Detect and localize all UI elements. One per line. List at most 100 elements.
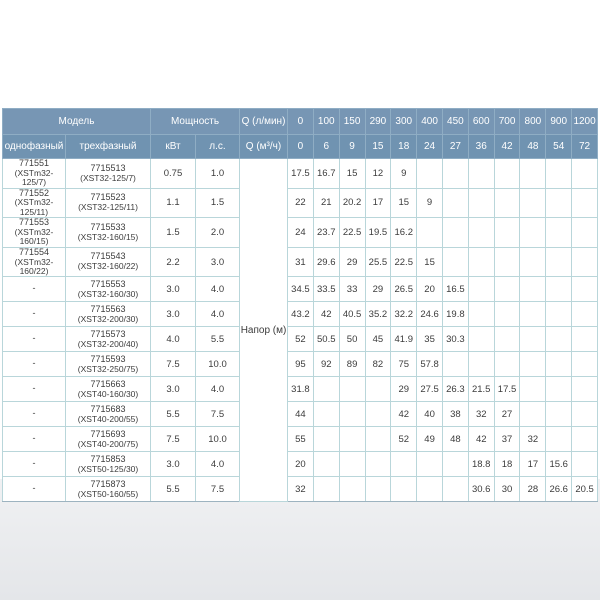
head-value-cell [571,301,598,328]
model-code: 7715523 [90,192,126,203]
three-phase-cell: 7715693 (XST40-200/75) [65,426,151,453]
head-value-cell: 33 [338,276,366,303]
model-code: 7715853 [90,453,126,464]
model-designation: (XST32-160/30) [77,288,139,299]
head-value-cell: 20.2 [338,187,366,219]
head-value-cell: 35 [416,326,443,353]
head-value-cell [571,246,598,278]
model-designation: (XST32-125/11) [78,202,138,213]
head-value-cell [312,376,340,403]
flow-lmin-value: 300 [390,108,418,135]
head-value-cell: 89 [338,351,366,378]
table-row: -7715563 (XST32-200/30) 3.0 4.0 43.2 42 40.5 35… [2,301,598,328]
head-value-cell: 30.3 [441,326,469,353]
flow-m3h-value: 72 [571,134,598,159]
head-value-cell: 16.7 [312,158,340,189]
flow-m3h-value: 6 [312,134,340,159]
head-value-cell: 17.5 [287,158,314,189]
flow-m3h-value: 54 [545,134,573,159]
single-phase-cell: - [2,426,66,453]
head-value-cell [571,451,598,478]
model-code: 7715593 [90,353,126,364]
head-value-cell: 28 [519,476,547,503]
head-value-cell [338,451,366,478]
three-phase-cell: 7715533 (XST32-160/15) [65,217,151,248]
head-value-cell: 31 [287,246,314,278]
head-value-cell [571,276,598,303]
head-value-cell: 45 [364,326,392,353]
head-value-cell: 26.3 [441,376,469,403]
head-value-cell [545,301,573,328]
three-phase-cell: 7715873 (XST50-160/55) [65,476,151,503]
head-value-cell [390,451,418,478]
model-designation: (XST40-200/55) [77,413,139,424]
model-designation: (XST32-250/75) [77,363,139,374]
model-code: - [32,483,36,494]
single-phase-cell: 771552 (XSTm32-125/11) [2,187,66,219]
single-phase-cell: - [2,301,66,328]
flow-lmin-value: 600 [467,108,495,135]
head-value-cell: 26.6 [545,476,573,503]
head-value-cell: 17 [364,187,392,219]
single-phase-cell: - [2,451,66,478]
head-value-cell [441,351,469,378]
head-value-cell [364,476,392,503]
model-code: 7715683 [90,403,126,414]
head-value-cell [493,187,521,219]
three-phase-cell: 7715573 (XST32-200/40) [65,326,151,353]
head-value-cell [441,217,469,248]
head-value-cell: 32 [467,401,495,428]
head-value-cell: 82 [364,351,392,378]
table-row: -7715663 (XST40-160/30) 3.0 4.0 31.8 29 27.5 26… [2,376,598,403]
model-code: - [32,333,36,344]
single-phase-cell: 771554 (XSTm32-160/22) [2,246,66,278]
flow-lmin-value: 450 [441,108,469,135]
head-value-cell: 15 [390,187,418,219]
head-value-cell: 16.2 [390,217,418,248]
head-value-cell [545,158,573,189]
head-value-cell [571,426,598,453]
head-value-cell: 21.5 [467,376,495,403]
head-value-cell: 50 [338,326,366,353]
head-value-cell: 25.5 [364,246,392,278]
flow-m3h-value: 15 [364,134,392,159]
head-value-cell: 75 [390,351,418,378]
head-value-cell: 29 [338,246,366,278]
head-value-cell: 27 [493,401,521,428]
head-value-cell [364,451,392,478]
head-value-cell: 18 [493,451,521,478]
head-value-cell: 15 [416,246,443,278]
kw-cell: 1.5 [150,217,196,248]
head-value-cell: 52 [287,326,314,353]
head-value-cell [493,326,521,353]
model-code: - [32,283,36,294]
hp-cell: 4.0 [194,276,241,303]
flow-m3h-value: 36 [467,134,495,159]
flow-lmin-value: 290 [364,108,392,135]
head-value-cell: 30 [493,476,521,503]
head-value-cell [493,301,521,328]
flow-lmin-value: 100 [312,108,340,135]
kw-cell: 2.2 [150,246,196,278]
head-value-cell: 43.2 [287,301,314,328]
model-code: 7715543 [90,251,126,262]
flow-lmin-value: 0 [287,108,314,135]
head-value-cell [545,276,573,303]
table-row: 771554 (XSTm32-160/22) 7715543 (XST32-160/2… [2,246,598,278]
hp-cell: 4.0 [194,376,241,403]
head-value-cell [467,158,495,189]
head-value-cell [571,376,598,403]
model-code: 771554 [18,246,50,257]
power-header: Мощность [149,108,241,135]
model-code: - [32,383,36,394]
model-code: - [32,308,36,319]
model-designation: (XST50-125/30) [77,463,139,474]
head-value-cell [571,187,598,219]
kw-cell: 0.75 [150,158,196,189]
head-value-cell [441,187,469,219]
table-row: -7715573 (XST32-200/40) 4.0 5.5 52 50.5 50 45 41… [2,326,598,353]
head-value-cell [441,246,469,278]
head-value-cell: 35.2 [364,301,392,328]
table-row: 771552 (XSTm32-125/11) 7715523 (XST32-125/1… [2,187,598,219]
